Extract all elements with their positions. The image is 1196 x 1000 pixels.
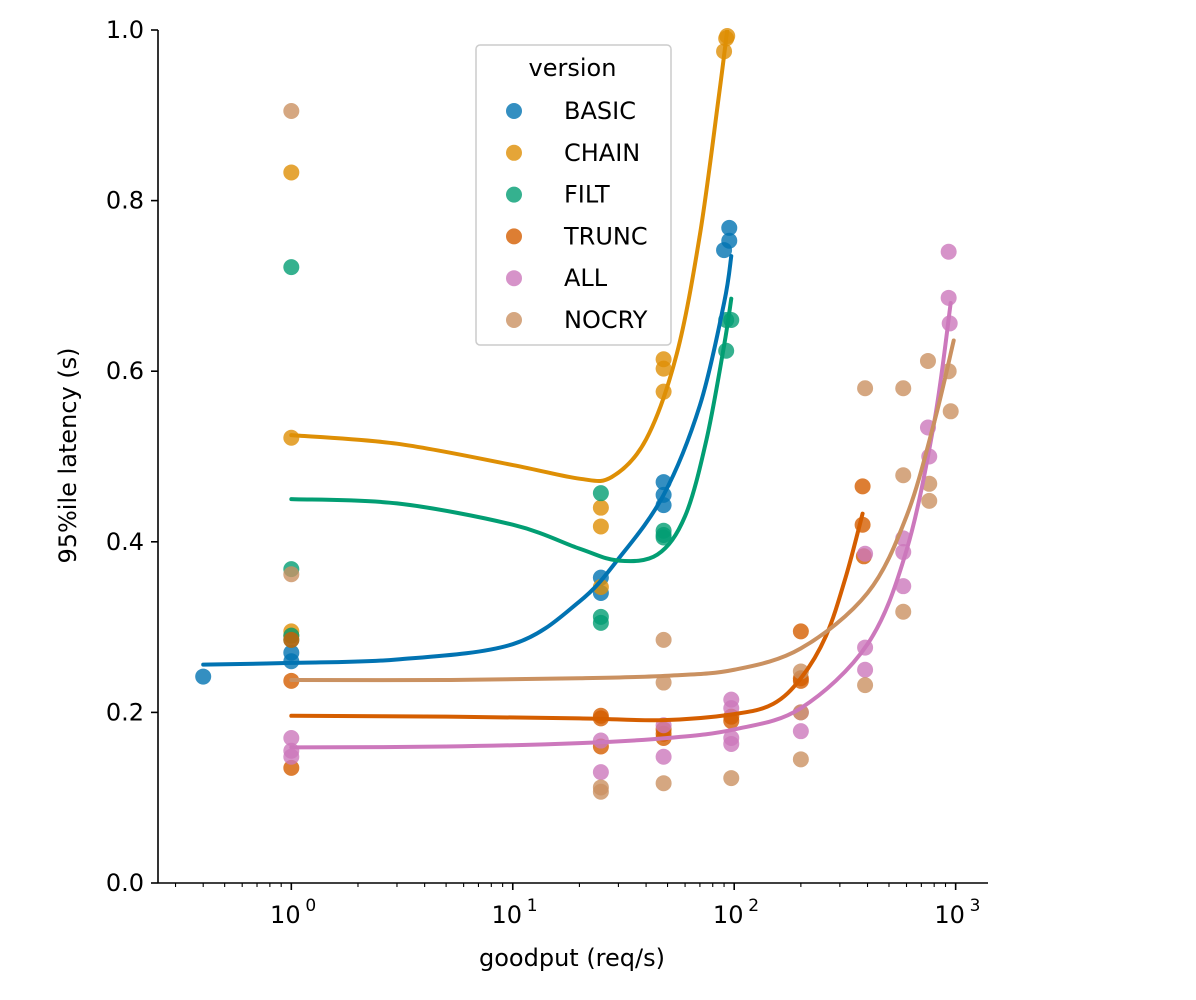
fit-line-all [289,300,953,750]
point-basic-9 [721,219,738,236]
point-chain-4 [592,499,609,516]
fit-line-trunc [289,511,865,723]
legend-label-trunc: TRUNC [563,222,648,250]
x-tick-label: 10 [934,901,965,929]
point-basic-0 [195,668,212,685]
point-nocry-11 [857,380,874,397]
chart-marks [195,27,959,800]
x-tick-exponent: 3 [970,896,981,916]
legend-label-nocry: NOCRY [564,306,648,334]
point-chain-0 [283,164,300,181]
point-all-12 [792,723,809,740]
y-tick-label: 1.0 [106,16,144,44]
point-trunc-0 [283,631,300,648]
x-tick-label: 10 [270,901,301,929]
point-all-22 [940,289,957,306]
point-nocry-18 [921,492,938,509]
point-filt-0 [283,259,300,276]
legend-label-all: ALL [564,264,608,292]
legend-box [475,44,672,346]
point-nocry-4 [655,631,672,648]
point-nocry-6 [655,775,672,792]
x-tick-label: 10 [491,901,522,929]
point-chain-8 [655,360,672,377]
point-all-13 [857,545,874,562]
point-chain-5 [592,518,609,535]
point-nocry-3 [592,783,609,800]
point-all-6 [655,748,672,765]
point-nocry-1 [283,566,300,583]
x-tick-exponent: 1 [527,896,538,916]
point-all-4 [592,764,609,781]
legend: version BASIC CHAIN FILT TRUNC ALL NOCRY [475,44,672,346]
point-nocry-7 [723,770,740,787]
point-nocry-13 [895,380,912,397]
y-axis-label: 95%ile latency (s) [54,347,82,563]
legend-label-basic: BASIC [564,97,636,125]
point-all-18 [895,578,912,595]
x-tick-exponent: 2 [748,896,759,916]
point-filt-9 [655,529,672,546]
point-all-2 [283,748,300,765]
point-filt-4 [592,485,609,502]
x-axis-label: goodput (req/s) [479,944,665,972]
y-tick-label: 0.4 [106,528,144,556]
x-tick-exponent: 0 [305,896,316,916]
legend-title: version [529,54,617,82]
fit-line-basic [201,254,734,667]
point-trunc-14 [854,478,871,495]
point-nocry-14 [895,467,912,484]
fit-line-chain [289,30,730,484]
point-nocry-15 [895,603,912,620]
point-trunc-11 [792,623,809,640]
y-tick-label: 0.6 [106,357,144,385]
legend-marker-all [506,270,522,287]
fit-line-nocry [289,338,956,683]
point-nocry-0 [283,103,300,120]
point-basic-10 [721,232,738,249]
legend-label-filt: FILT [564,181,610,209]
legend-label-chain: CHAIN [564,139,640,167]
legend-marker-nocry [506,312,522,328]
point-nocry-20 [942,403,959,420]
point-chain-1 [283,429,300,446]
legend-marker-trunc [506,228,522,245]
legend-marker-basic [506,103,522,119]
point-nocry-12 [857,677,874,694]
y-tick-label: 0.8 [106,187,144,215]
point-trunc-2 [283,759,300,776]
chart-axes: 0.00.20.40.60.81.010 0 10 1 10 2 10 3 [106,16,988,929]
point-nocry-5 [655,674,672,691]
point-nocry-10 [792,751,809,768]
point-nocry-16 [919,352,936,369]
point-all-15 [857,661,874,678]
y-tick-label: 0.2 [106,698,144,726]
y-tick-label: 0.0 [106,869,144,897]
point-all-0 [283,729,300,746]
point-all-21 [940,243,957,260]
legend-marker-filt [506,186,522,203]
point-filt-6 [592,614,609,631]
point-all-10 [723,735,740,752]
x-tick-label: 10 [713,901,744,929]
legend-marker-chain [506,144,522,161]
fit-line-filt [289,296,734,564]
